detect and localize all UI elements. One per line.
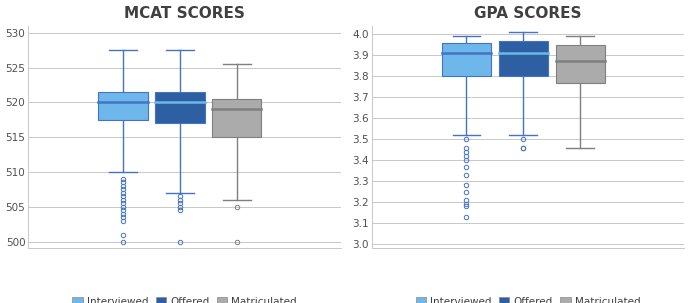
Bar (99, 92, 148, 120)
Bar (99, 92, 148, 120)
Bar (499, 41, 548, 76)
Bar (499, 41, 548, 76)
Bar (555, 45, 605, 83)
Title: MCAT SCORES: MCAT SCORES (124, 5, 245, 21)
Legend: Interviewed, Offered, Matriculated: Interviewed, Offered, Matriculated (411, 292, 644, 303)
Bar (442, 43, 491, 76)
Bar (212, 99, 262, 137)
Bar (155, 92, 204, 123)
Title: GPA SCORES: GPA SCORES (474, 5, 582, 21)
Bar (212, 99, 262, 137)
Bar (155, 92, 204, 123)
Bar (555, 45, 605, 83)
Legend: Interviewed, Offered, Matriculated: Interviewed, Offered, Matriculated (68, 292, 301, 303)
Bar (442, 43, 491, 76)
